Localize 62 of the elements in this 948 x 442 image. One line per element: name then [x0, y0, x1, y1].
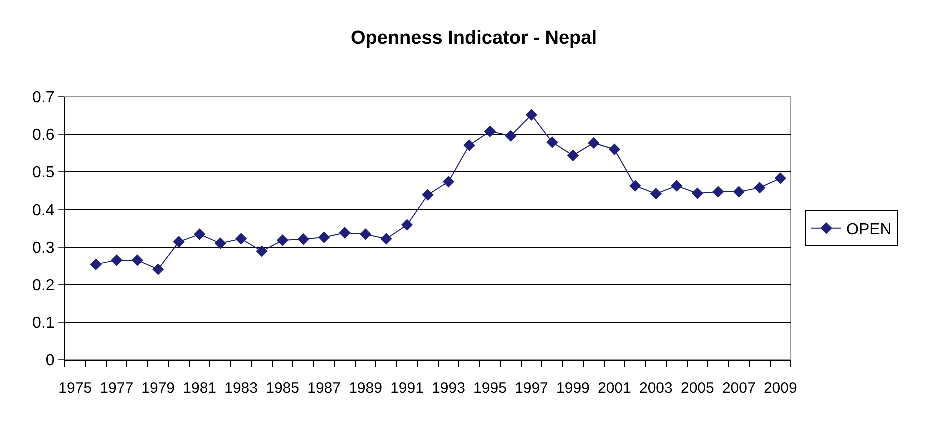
- point: [90, 258, 102, 270]
- x-tick-label: 1991: [390, 380, 424, 397]
- point: [608, 144, 621, 156]
- point: [526, 109, 538, 121]
- x-tick-label: 2005: [680, 380, 714, 397]
- x-tick-label: 1995: [474, 380, 507, 397]
- point: [588, 137, 600, 150]
- point: [422, 189, 434, 201]
- point: [484, 126, 496, 138]
- y-tick-label: 0.6: [32, 127, 55, 144]
- point: [692, 188, 704, 200]
- point: [111, 254, 123, 266]
- point: [401, 219, 414, 231]
- y-tick-label: 0: [46, 352, 55, 370]
- point: [152, 264, 164, 276]
- y-tick-label: 0.3: [32, 240, 55, 257]
- y-tick-label: 0.4: [32, 202, 55, 220]
- x-tick-label: 1989: [349, 380, 382, 397]
- x-tick-label: 2001: [598, 380, 632, 397]
- point: [132, 254, 144, 266]
- x-tick-label: 1993: [432, 380, 466, 397]
- point: [650, 188, 662, 200]
- point: [235, 233, 248, 245]
- point: [671, 180, 683, 192]
- point: [298, 234, 310, 246]
- point: [214, 238, 226, 250]
- point: [194, 228, 206, 240]
- point: [339, 227, 351, 239]
- legend-label: OPEN: [846, 222, 892, 239]
- y-tick-label: 0.7: [32, 90, 55, 107]
- x-tick-label: 1977: [100, 380, 134, 397]
- point: [630, 180, 642, 192]
- y-tick-label: 0.2: [32, 277, 55, 294]
- point: [464, 140, 476, 152]
- x-tick-label: 2003: [639, 380, 673, 397]
- x-tick-label: 1983: [224, 380, 258, 397]
- x-tick-label: 2007: [722, 380, 756, 397]
- point: [360, 228, 372, 240]
- point: [754, 182, 766, 194]
- point: [173, 236, 185, 248]
- x-tick-label: 1987: [308, 380, 341, 397]
- point: [733, 186, 745, 198]
- x-tick-label: 1997: [515, 380, 548, 397]
- x-tick-label: 2009: [764, 380, 798, 397]
- point: [712, 186, 724, 198]
- point: [546, 136, 558, 148]
- chart-title: Openness Indicator - Nepal: [351, 28, 597, 50]
- point: [774, 172, 786, 184]
- point: [318, 232, 330, 244]
- point: [442, 176, 455, 188]
- point: [567, 150, 580, 162]
- y-tick-label: 0.5: [32, 164, 55, 182]
- point: [505, 130, 517, 142]
- x-tick-label: 1981: [183, 380, 217, 397]
- x-tick-label: 1985: [266, 380, 300, 397]
- y-tick-label: 0.1: [32, 315, 55, 332]
- x-tick-label: 1999: [556, 380, 590, 397]
- point: [380, 233, 392, 245]
- point: [256, 246, 268, 258]
- x-tick-label: 1975: [58, 380, 92, 397]
- x-tick-label: 1979: [142, 380, 176, 397]
- point: [276, 234, 289, 246]
